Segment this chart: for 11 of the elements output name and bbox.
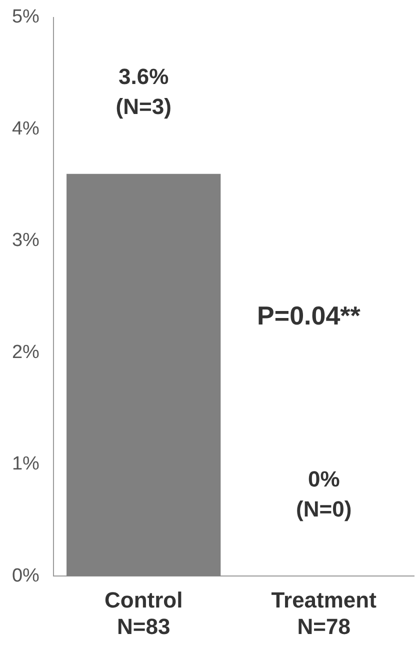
y-tick-label: 3% — [12, 230, 40, 252]
y-tick-label: 2% — [12, 342, 40, 363]
annotation: P=0.04** — [257, 300, 362, 330]
x-tick-label: Control N=83 — [104, 587, 183, 639]
x-tick-label: Treatment N=78 — [271, 587, 378, 639]
y-tick-label: 5% — [12, 6, 40, 28]
y-tick-label: 1% — [12, 454, 40, 475]
y-tick-label: 0% — [12, 565, 40, 586]
data-label: 3.6% (N=3) — [116, 64, 172, 119]
data-label: 0% (N=0) — [296, 466, 352, 522]
y-tick-label: 4% — [12, 118, 40, 140]
